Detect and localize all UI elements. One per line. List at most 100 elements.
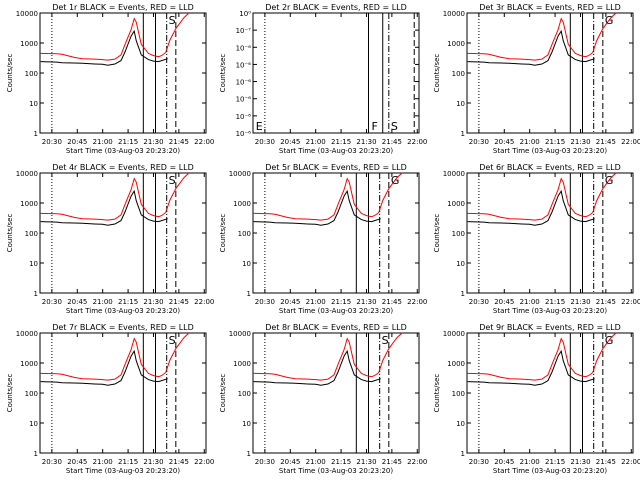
y-tick-label: 1: [461, 450, 465, 458]
x-tick-label: 22:00: [194, 298, 214, 306]
y-tick-label: 10: [29, 420, 38, 428]
plot-frame: [39, 12, 207, 134]
chart-title: Det 2r BLACK = Events, RED = LLD: [265, 3, 407, 12]
series-lld-line: [467, 332, 617, 381]
chart-title: Det 5r BLACK = Events, RED = LLD: [265, 163, 407, 172]
y-tick-label: 10: [242, 420, 251, 428]
chart-panel-7: Det 7r BLACK = Events, RED = LLD 1 10 100 10…: [6, 323, 214, 475]
series-events-line: [40, 189, 168, 226]
marker-label: G: [605, 334, 614, 347]
y-tick-label: 100: [238, 390, 251, 398]
y-tick-label: 10⁻⁶: [236, 113, 252, 121]
x-tick-label: 22:00: [621, 458, 640, 466]
x-tick-label: 21:15: [118, 458, 138, 466]
y-tick-label: 10⁰: [239, 10, 251, 18]
y-tick-label: 10: [456, 420, 465, 428]
y-tick-label: 10000: [229, 330, 251, 338]
y-tick-label: 100: [25, 230, 38, 238]
y-axis-label: Counts/sec: [433, 214, 441, 253]
x-axis-label: Start Time (03-Aug-03 20:23:20): [66, 307, 180, 315]
x-axis-label: Start Time (03-Aug-03 20:23:20): [279, 147, 393, 155]
chart-title: Det 1r BLACK = Events, RED = LLD: [52, 3, 194, 12]
x-tick-label: 20:45: [494, 458, 514, 466]
series-lld-line: [467, 12, 617, 61]
x-tick-label: 21:00: [306, 458, 326, 466]
y-tick-label: 1: [247, 290, 251, 298]
plot-frame: [39, 332, 207, 454]
x-tick-label: 21:45: [169, 138, 189, 146]
y-tick-label: 10000: [443, 10, 465, 18]
y-tick-label: 10000: [16, 10, 38, 18]
x-axis-label: Start Time (03-Aug-03 20:23:20): [493, 147, 607, 155]
y-axis-label: Counts/sec: [219, 214, 227, 253]
x-tick-label: 20:30: [255, 138, 275, 146]
plot-frame: [252, 12, 420, 134]
x-tick-label: 22:00: [194, 458, 214, 466]
y-tick-label: 10000: [16, 170, 38, 178]
marker-label: S: [169, 14, 176, 27]
marker-label: G: [391, 174, 400, 187]
series-lld-line: [467, 172, 617, 221]
chart-panel-2: Det 2r BLACK = Events, RED = LLD 10⁻⁶ 10⁻⁶…: [219, 3, 427, 155]
chart-panel-4: Det 4r BLACK = Events, RED = LLD 1 10 100 10…: [6, 163, 214, 315]
x-tick-label: 21:00: [93, 298, 113, 306]
series-events-line: [40, 29, 168, 66]
y-tick-label: 1: [461, 290, 465, 298]
y-tick-label: 10000: [443, 170, 465, 178]
x-axis-label: Start Time (03-Aug-03 20:23:20): [493, 307, 607, 315]
y-tick-label: 100: [25, 390, 38, 398]
x-tick-label: 20:45: [67, 138, 87, 146]
x-axis-label: Start Time (03-Aug-03 20:23:20): [279, 307, 393, 315]
y-tick-label: 1000: [20, 200, 38, 208]
y-tick-label: 1: [247, 450, 251, 458]
x-tick-label: 21:30: [570, 138, 590, 146]
y-tick-label: 10⁻⁶: [236, 61, 252, 69]
y-tick-label: 10000: [443, 330, 465, 338]
y-axis-label: Counts/sec: [6, 54, 14, 93]
x-tick-label: 21:00: [520, 138, 540, 146]
chart-panel-9: Det 9r BLACK = Events, RED = LLD 1 10 100 10…: [433, 323, 640, 475]
x-tick-label: 21:30: [570, 458, 590, 466]
x-tick-label: 21:00: [520, 298, 540, 306]
series-events-line: [467, 189, 595, 226]
x-tick-label: 21:30: [143, 138, 163, 146]
y-tick-label: 10000: [16, 330, 38, 338]
y-tick-label: 1: [461, 130, 465, 138]
x-tick-label: 21:15: [545, 298, 565, 306]
y-tick-label: 10⁻⁶: [236, 79, 252, 87]
x-tick-label: 20:30: [469, 298, 489, 306]
chart-title: Det 6r BLACK = Events, RED = LLD: [479, 163, 621, 172]
x-tick-label: 22:00: [407, 298, 427, 306]
x-tick-label: 21:15: [118, 298, 138, 306]
plot-frame: [252, 172, 420, 294]
x-tick-label: 21:45: [596, 458, 616, 466]
x-tick-label: 20:45: [280, 458, 300, 466]
x-tick-label: 20:45: [280, 298, 300, 306]
y-tick-label: 10: [456, 260, 465, 268]
y-tick-label: 10000: [229, 170, 251, 178]
marker-label: S: [391, 120, 398, 133]
x-tick-label: 21:45: [382, 298, 402, 306]
x-axis-label: Start Time (03-Aug-03 20:23:20): [66, 147, 180, 155]
x-tick-label: 21:30: [143, 298, 163, 306]
x-tick-label: 22:00: [407, 458, 427, 466]
series-lld-line: [40, 12, 190, 61]
x-tick-label: 20:45: [280, 138, 300, 146]
y-tick-label: 1000: [447, 360, 465, 368]
chart-title: Det 9r BLACK = Events, RED = LLD: [479, 323, 621, 332]
x-tick-label: 21:45: [596, 298, 616, 306]
series-events-line: [40, 349, 168, 386]
chart-panel-1: Det 1r BLACK = Events, RED = LLD 1 10 100 10…: [6, 3, 214, 155]
y-tick-label: 1000: [20, 360, 38, 368]
x-tick-label: 21:30: [570, 298, 590, 306]
marker-label: S: [169, 334, 176, 347]
y-tick-label: 1: [34, 290, 38, 298]
y-tick-label: 1: [34, 130, 38, 138]
x-tick-label: 20:45: [67, 298, 87, 306]
y-tick-label: 1: [34, 450, 38, 458]
x-tick-label: 20:30: [255, 298, 275, 306]
plot-frame: [466, 172, 634, 294]
plot-frame: [39, 172, 207, 294]
x-axis-label: Start Time (03-Aug-03 20:23:20): [66, 467, 180, 475]
x-tick-label: 20:30: [469, 138, 489, 146]
